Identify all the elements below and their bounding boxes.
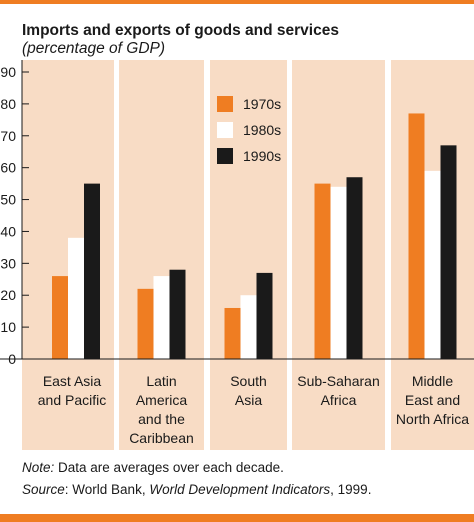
chart-subtitle: (percentage of GDP) [22,40,166,57]
source-text: : World Bank, [64,482,150,497]
legend-label-1980s: 1980s [243,122,281,138]
bar-1970s-3 [314,183,331,359]
category-label-1-2: and the [138,411,185,427]
category-panel-1 [119,60,204,450]
category-label-3-0: Sub-Saharan [297,373,380,389]
bar-1970s-0 [52,276,68,359]
y-tick-label-40: 40 [0,223,16,239]
bar-1980s-0 [68,237,84,359]
category-label-1-1: America [136,392,188,408]
category-label-0-1: and Pacific [38,392,106,408]
y-tick-label-90: 90 [0,64,16,80]
source-label: Source [22,482,65,497]
category-label-1-0: Latin [146,373,176,389]
y-tick-label-10: 10 [0,319,16,335]
y-tick-label-30: 30 [0,255,16,271]
bottom-accent-bar [0,514,474,522]
note-label: Note: [22,460,55,475]
y-tick-label-70: 70 [0,128,16,144]
legend-swatch-1990s [217,148,233,164]
category-label-1-3: Caribbean [129,430,194,446]
bar-1970s-4 [408,113,425,359]
y-tick-label-80: 80 [0,96,16,112]
bar-1990s-4 [440,145,457,359]
source-year: , 1999. [330,482,372,497]
category-label-0-0: East Asia [43,373,102,389]
category-label-3-1: Africa [321,392,357,408]
source-line: Source: World Bank, World Development In… [22,479,371,501]
bar-1980s-2 [240,295,257,359]
category-label-4-0: Middle [412,373,453,389]
bar-1980s-3 [330,186,347,359]
y-tick-label-20: 20 [0,287,16,303]
legend-label-1970s: 1970s [243,96,281,112]
bar-1990s-0 [84,183,100,359]
category-label-4-2: North Africa [396,411,469,427]
y-tick-label-60: 60 [0,160,16,176]
note-text: Data are averages over each decade. [54,460,284,475]
bar-1990s-1 [169,269,186,359]
category-label-2-1: Asia [235,392,262,408]
legend-label-1990s: 1990s [243,148,281,164]
y-tick-label-50: 50 [0,192,16,208]
bar-1990s-2 [256,272,273,359]
top-accent-bar [0,0,474,4]
category-label-4-1: East and [405,392,460,408]
legend-swatch-1980s [217,122,233,138]
bar-1970s-1 [137,288,154,359]
category-label-2-0: South [230,373,267,389]
chart-notes: Note: Data are averages over each decade… [22,457,371,501]
note-line: Note: Data are averages over each decade… [22,457,371,479]
y-tick-label-0: 0 [8,351,16,367]
chart-title: Imports and exports of goods and service… [22,22,339,39]
bar-chart: 0 10 20 30 40 50 60 70 80 90 East Asia and Pacific… [0,60,474,450]
source-title: World Development Indicators [149,482,331,497]
bar-1970s-2 [224,307,241,359]
bar-1980s-4 [424,170,441,359]
bar-1980s-1 [153,276,170,359]
legend-swatch-1970s [217,96,233,112]
bar-1990s-3 [346,177,363,359]
